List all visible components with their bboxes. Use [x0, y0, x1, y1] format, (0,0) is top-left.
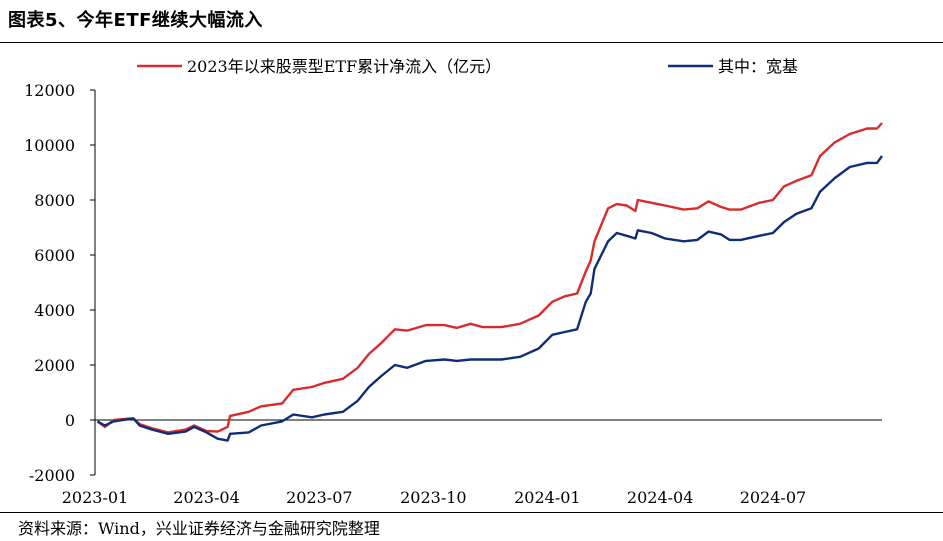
series-line-total [96, 122, 883, 434]
page-title: 图表5、今年ETF继续大幅流入 [8, 10, 263, 31]
series-line-broad-based [96, 155, 883, 442]
y-tick-label: 4000 [34, 301, 75, 320]
x-tick-label: 2023-04 [173, 488, 239, 507]
x-tick-label: 2024-04 [627, 488, 693, 507]
y-tick-label: 8000 [34, 191, 75, 210]
x-tick-label: 2023-10 [400, 488, 466, 507]
source-note: 资料来源：Wind，兴业证券经济与金融研究院整理 [18, 519, 380, 538]
top-rule [0, 42, 943, 43]
legend-label: 2023年以来股票型ETF累计净流入（亿元） [187, 57, 501, 76]
y-tick-label: -2000 [29, 466, 75, 485]
y-tick-label: 6000 [34, 246, 75, 265]
y-tick-label: 2000 [34, 356, 75, 375]
y-tick-label: 12000 [24, 81, 75, 100]
x-tick-label: 2024-01 [514, 488, 580, 507]
x-tick-label: 2023-07 [286, 488, 352, 507]
y-tick-label: 0 [65, 411, 75, 430]
bottom-rule [0, 512, 943, 513]
x-tick-label: 2024-07 [740, 488, 806, 507]
x-tick-label: 2023-01 [62, 488, 128, 507]
legend-label: 其中：宽基 [718, 57, 798, 76]
y-tick-label: 10000 [24, 136, 75, 155]
